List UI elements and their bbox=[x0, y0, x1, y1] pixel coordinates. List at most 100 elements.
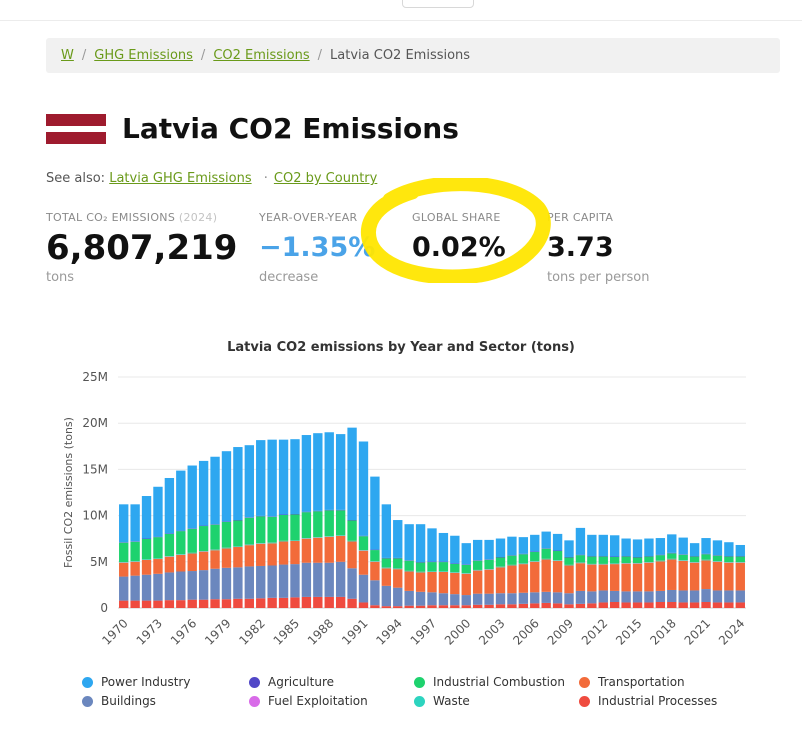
x-tick-label: 2009 bbox=[545, 616, 576, 647]
legend-item[interactable]: Transportation bbox=[579, 675, 685, 689]
bar-segment bbox=[507, 565, 517, 594]
page-title: Latvia CO2 Emissions bbox=[122, 112, 459, 145]
top-nav-button[interactable] bbox=[402, 0, 474, 8]
bar-segment bbox=[210, 456, 220, 525]
bar-segment bbox=[278, 597, 289, 608]
bar-segment bbox=[541, 559, 551, 592]
bar-segment bbox=[587, 591, 597, 604]
bar-segment bbox=[415, 605, 426, 608]
bar-segment bbox=[153, 600, 163, 608]
bar-segment bbox=[267, 543, 277, 566]
bar-segment bbox=[472, 560, 483, 570]
bar-segment bbox=[450, 563, 460, 573]
bar-segment bbox=[518, 592, 529, 604]
breadcrumb-link-co2[interactable]: CO2 Emissions bbox=[213, 48, 310, 63]
bar-segment bbox=[724, 562, 734, 591]
bar-segment bbox=[598, 556, 608, 564]
stat-per-capita-label: PER CAPITA bbox=[547, 211, 614, 224]
breadcrumb-link-home[interactable]: W bbox=[61, 48, 74, 63]
y-axis-label: Fossil CO2 emissions (tons) bbox=[62, 417, 75, 568]
bar-segment bbox=[678, 560, 688, 591]
bar-segment bbox=[701, 538, 711, 554]
header-divider bbox=[0, 20, 802, 21]
bar-segment bbox=[689, 556, 700, 563]
bar-segment bbox=[621, 556, 631, 563]
bar-segment bbox=[301, 538, 312, 563]
bar-segment bbox=[655, 538, 666, 555]
y-tick-label: 25M bbox=[82, 370, 108, 384]
bar-segment bbox=[153, 559, 163, 574]
bar-segment bbox=[724, 556, 734, 563]
stat-per-capita-value: 3.73 bbox=[547, 232, 614, 263]
bar-segment bbox=[541, 602, 551, 608]
bar-segment bbox=[564, 604, 574, 608]
bar-segment bbox=[495, 557, 506, 567]
legend-item[interactable]: Industrial Processes bbox=[579, 694, 717, 708]
bar-segment bbox=[461, 573, 471, 596]
bar-segment bbox=[141, 496, 152, 539]
bar-segment bbox=[415, 572, 426, 592]
breadcrumb-link-ghg[interactable]: GHG Emissions bbox=[94, 48, 193, 63]
bar-segment bbox=[267, 565, 277, 598]
see-also-link-ghg[interactable]: Latvia GHG Emissions bbox=[109, 171, 252, 186]
legend-label: Power Industry bbox=[101, 675, 191, 689]
bar-segment bbox=[472, 570, 483, 594]
stat-yoy-label: YEAR-OVER-YEAR bbox=[259, 211, 358, 224]
bar-segment bbox=[358, 550, 369, 575]
legend-item[interactable]: Industrial Combustion bbox=[414, 675, 565, 689]
legend-item[interactable]: Buildings bbox=[82, 694, 156, 708]
bar-segment bbox=[256, 598, 266, 608]
bar-segment bbox=[632, 539, 643, 557]
emissions-chart: 0 5M 10M 15M 20M 25M Fossil CO2 emissions (ton… bbox=[62, 370, 747, 648]
see-also-separator: · bbox=[263, 171, 268, 186]
x-tick-label: 1973 bbox=[134, 616, 165, 647]
bar-segment bbox=[450, 572, 460, 595]
legend-item[interactable]: Fuel Exploitation bbox=[249, 694, 368, 708]
bar-segment bbox=[530, 603, 540, 608]
bar-segment bbox=[347, 427, 357, 521]
bar-segment bbox=[427, 528, 437, 562]
bar-segment bbox=[141, 559, 152, 575]
bar-segment bbox=[404, 560, 414, 571]
bar-segment bbox=[735, 562, 745, 591]
bar-segment bbox=[198, 526, 209, 551]
legend-item[interactable]: Agriculture bbox=[249, 675, 334, 689]
bar-segment bbox=[141, 538, 152, 560]
bar-segment bbox=[701, 560, 711, 590]
bar-segment bbox=[667, 534, 677, 553]
see-also-link-country[interactable]: CO2 by Country bbox=[273, 171, 378, 186]
bar-segment bbox=[370, 476, 380, 550]
bar-segment bbox=[324, 432, 334, 510]
legend-item[interactable]: Power Industry bbox=[82, 675, 190, 689]
bar-segment bbox=[484, 604, 494, 608]
bar-segment bbox=[404, 590, 414, 606]
stat-yoy-sub: decrease bbox=[259, 270, 319, 285]
bar-segment bbox=[427, 562, 437, 572]
bar-segment bbox=[267, 597, 277, 608]
bar-segment bbox=[564, 540, 574, 557]
bar-segment bbox=[176, 554, 186, 572]
x-tick-label: 2018 bbox=[647, 616, 678, 647]
bar-segment bbox=[176, 600, 186, 608]
bar-segment bbox=[541, 591, 551, 603]
bar-segment bbox=[141, 574, 152, 601]
legend-item[interactable]: Waste bbox=[414, 694, 470, 708]
bar-segment bbox=[655, 561, 666, 591]
bar-segment bbox=[176, 571, 186, 601]
bar-segment bbox=[712, 590, 723, 603]
bar-segment bbox=[667, 589, 677, 602]
bar-segment bbox=[256, 516, 266, 544]
x-tick-label: 1985 bbox=[271, 616, 302, 647]
bar-segment bbox=[678, 554, 688, 561]
bar-segment bbox=[176, 470, 186, 531]
bar-segment bbox=[313, 537, 323, 563]
bar-segment bbox=[678, 602, 688, 608]
bar-segment bbox=[221, 567, 232, 600]
bar-segment bbox=[735, 602, 745, 608]
stat-total-year: (2024) bbox=[178, 211, 218, 224]
y-tick-label: 0 bbox=[100, 601, 108, 615]
breadcrumb-separator: / bbox=[81, 48, 87, 63]
bar-segment bbox=[324, 510, 334, 537]
bar-segment bbox=[335, 535, 346, 562]
bar-segment bbox=[610, 557, 620, 564]
